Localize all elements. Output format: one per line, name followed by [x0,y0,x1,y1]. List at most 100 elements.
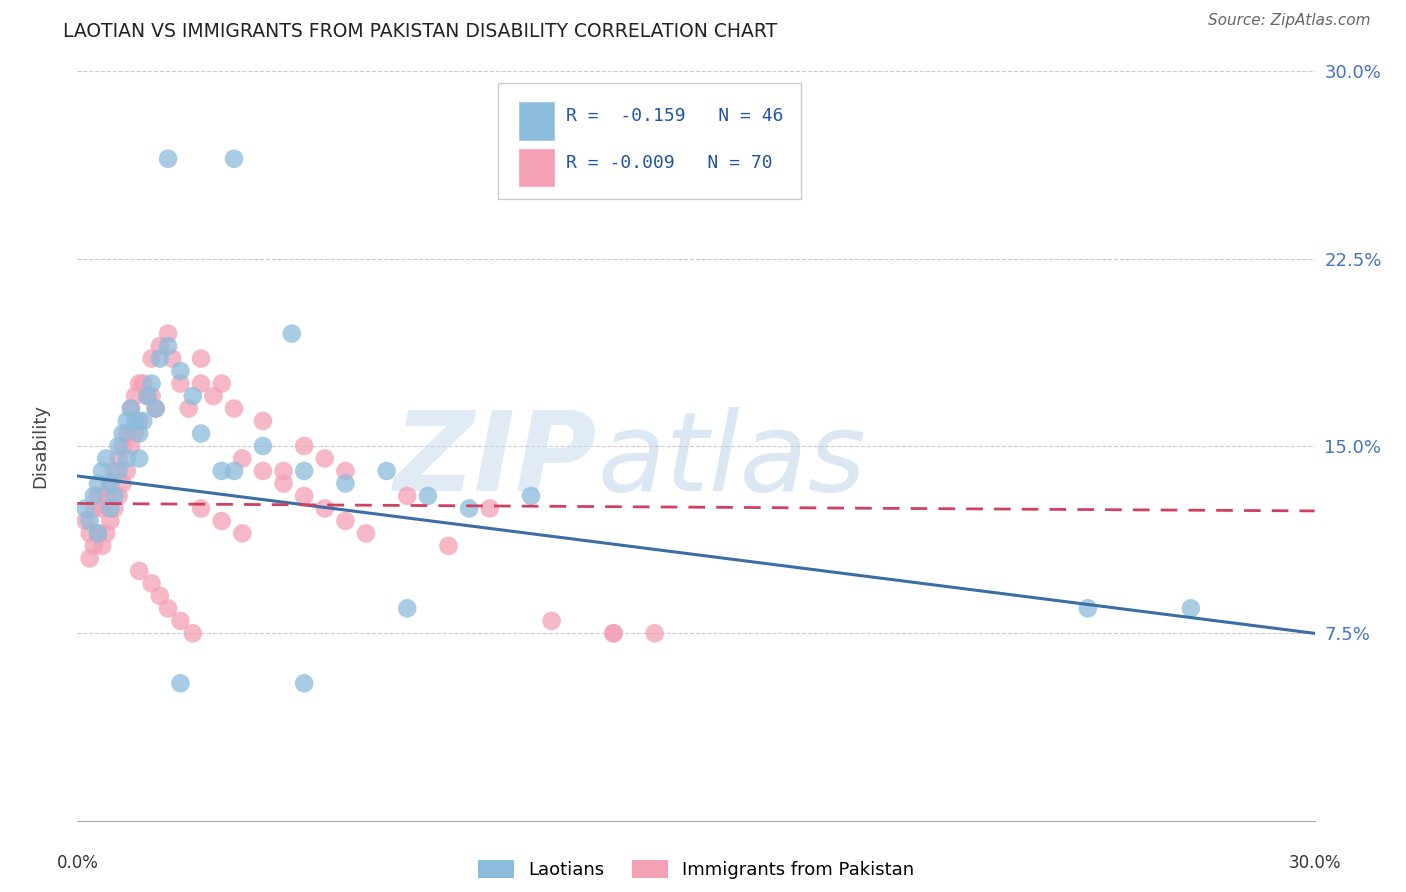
Point [103,489,125,503]
Point [149,339,172,353]
Point [141,351,163,366]
Point [292,676,315,690]
Point [128,451,150,466]
Point [231,451,253,466]
Point [211,464,233,478]
Point [124,426,146,441]
Point [396,489,419,503]
Point [458,501,481,516]
Point [202,389,225,403]
Point [375,464,398,478]
Text: Disability: Disability [31,404,49,488]
Point [177,401,200,416]
Point [132,376,155,391]
Point [602,626,624,640]
Point [120,401,142,416]
Point [132,414,155,428]
Point [169,676,191,690]
Point [252,439,274,453]
Text: atlas: atlas [598,408,866,515]
Point [314,501,336,516]
Point [115,464,138,478]
Point [416,489,439,503]
Point [124,414,146,428]
Point [211,376,233,391]
Text: ZIP: ZIP [394,408,598,515]
Point [335,476,357,491]
Point [292,464,315,478]
Text: LAOTIAN VS IMMIGRANTS FROM PAKISTAN DISABILITY CORRELATION CHART: LAOTIAN VS IMMIGRANTS FROM PAKISTAN DISA… [63,22,778,41]
Point [75,501,97,516]
Point [273,476,295,491]
Point [111,426,134,441]
Point [128,414,150,428]
Point [91,539,114,553]
Point [145,401,167,416]
Point [87,476,110,491]
Point [83,501,105,516]
FancyBboxPatch shape [519,102,554,139]
Point [222,152,245,166]
Point [107,489,129,503]
Point [120,439,142,453]
Point [120,401,142,416]
Point [115,451,138,466]
Point [644,626,666,640]
Point [96,489,118,503]
Point [478,501,501,516]
Point [115,426,138,441]
Text: 30.0%: 30.0% [1288,855,1341,872]
Point [128,564,150,578]
Point [107,451,129,466]
Point [128,426,150,441]
Point [75,514,97,528]
Point [354,526,377,541]
Point [1077,601,1099,615]
Point [136,389,159,403]
Point [91,501,114,516]
Point [231,526,253,541]
Point [292,489,315,503]
Point [281,326,304,341]
Point [602,626,624,640]
Point [96,451,118,466]
Text: 0.0%: 0.0% [56,855,98,872]
Point [169,364,191,378]
Point [169,614,191,628]
Point [273,464,295,478]
Point [190,351,212,366]
Point [157,601,180,615]
Point [149,589,172,603]
Point [190,376,212,391]
Point [222,464,245,478]
Point [103,501,125,516]
Point [1180,601,1202,615]
Point [181,389,204,403]
Point [91,464,114,478]
FancyBboxPatch shape [519,149,554,186]
Point [98,476,121,491]
Point [222,401,245,416]
Point [335,464,357,478]
Point [98,514,121,528]
Point [136,389,159,403]
Legend: Laotians, Immigrants from Pakistan: Laotians, Immigrants from Pakistan [471,853,921,887]
Point [111,476,134,491]
Point [107,464,129,478]
Point [87,526,110,541]
Point [437,539,460,553]
Point [157,326,180,341]
Point [79,514,101,528]
Point [79,526,101,541]
Point [87,526,110,541]
Point [252,464,274,478]
Point [79,551,101,566]
Point [520,489,543,503]
Text: R = -0.009   N = 70: R = -0.009 N = 70 [567,153,773,172]
Point [141,576,163,591]
Point [115,414,138,428]
Point [190,426,212,441]
Point [98,476,121,491]
Point [540,614,562,628]
Point [83,489,105,503]
